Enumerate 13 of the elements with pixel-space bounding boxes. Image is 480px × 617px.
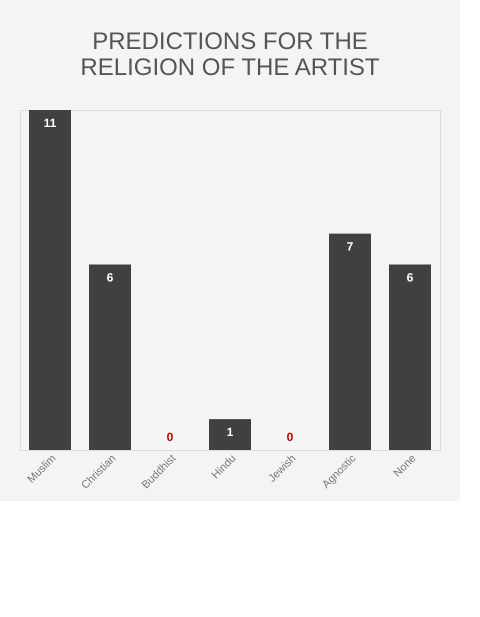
data-label: 0 (166, 430, 174, 444)
data-label: 6 (106, 270, 114, 285)
chart-title: PREDICTIONS FOR THE RELIGION OF THE ARTIST (80, 28, 380, 81)
bar (329, 234, 371, 450)
data-label: 0 (286, 430, 294, 444)
bar (389, 264, 431, 450)
bar (209, 419, 251, 450)
bar (29, 110, 71, 450)
data-label: 11 (44, 116, 57, 130)
bar (89, 264, 131, 450)
data-label: 1 (226, 425, 234, 440)
data-label: 6 (406, 270, 414, 285)
data-label: 7 (346, 240, 354, 254)
